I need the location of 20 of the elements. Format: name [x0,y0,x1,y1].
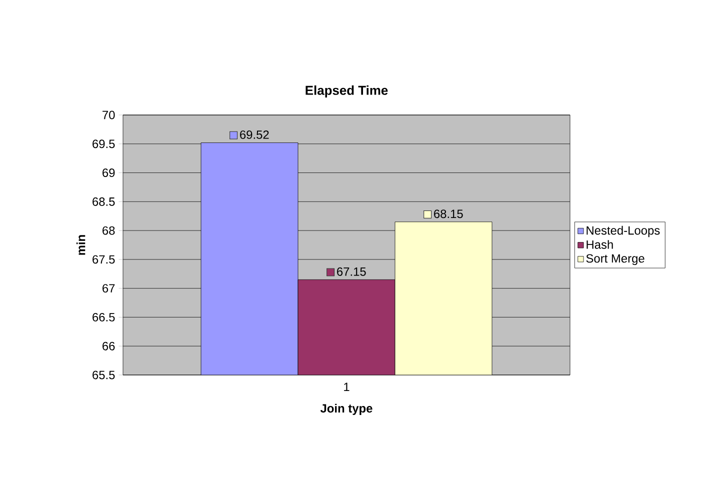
data-label: 69.52 [240,130,269,139]
y-tick-label: 67 [102,284,115,293]
legend-label: Nested-Loops [586,226,660,238]
y-tick-label: 69 [102,168,115,177]
y-axis-title: min [76,235,86,255]
y-tick-label: 68.5 [92,197,115,206]
data-label: 68.15 [434,210,463,218]
chart-title: Elapsed Time [306,85,388,98]
x-axis-title: Join type [320,404,372,415]
y-tick-label: 68 [102,226,115,235]
y-tick-label: 66.5 [92,312,115,322]
y-tick-label: 65.5 [92,370,115,380]
y-tick-label: 69.5 [92,140,115,148]
legend-label: Hash [586,240,613,249]
legend-label: Sort Merge [586,254,644,266]
data-label: 67.15 [337,267,366,276]
y-tick-label: 67.5 [92,255,115,264]
x-tick-label: 1 [344,382,350,391]
y-tick-label: 70 [102,110,115,120]
y-tick-label: 66 [102,342,115,350]
